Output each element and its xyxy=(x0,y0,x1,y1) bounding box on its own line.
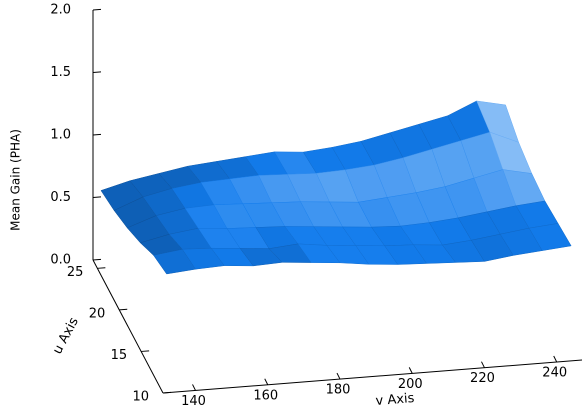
v-tick-label: 180 xyxy=(326,383,351,398)
u-axis xyxy=(92,259,164,394)
surface-cell xyxy=(528,223,572,251)
v-tick-label: 240 xyxy=(542,365,567,380)
v-tick xyxy=(408,367,413,374)
v-tick xyxy=(481,361,485,368)
z-axis-title: Mean Gain (PHA) xyxy=(9,129,23,231)
v-tick-label: 200 xyxy=(398,377,423,392)
v-tick xyxy=(264,378,269,385)
u-tick-label: 15 xyxy=(111,348,128,363)
u-tick xyxy=(97,267,106,269)
z-tick-label: 0.5 xyxy=(50,190,71,205)
z-tick xyxy=(92,71,102,73)
z-tick-label: 1.5 xyxy=(50,65,71,80)
v-tick-label: 140 xyxy=(181,394,206,409)
v-axis-title: v Axis xyxy=(375,391,415,409)
z-tick xyxy=(92,258,102,261)
u-tick-label: 20 xyxy=(89,306,106,321)
v-tick xyxy=(192,384,196,391)
u-tick xyxy=(119,308,128,311)
v-tick-label: 220 xyxy=(470,371,495,386)
z-tick xyxy=(92,133,102,136)
z-tick xyxy=(92,196,102,198)
u-tick-label: 25 xyxy=(67,265,84,280)
v-axis xyxy=(162,359,583,394)
z-tick xyxy=(92,8,102,11)
z-tick-label: 0.0 xyxy=(50,253,71,268)
u-tick xyxy=(141,350,150,352)
z-tick-label: 2.0 xyxy=(50,3,71,18)
v-tick xyxy=(553,355,558,363)
v-tick-label: 160 xyxy=(253,388,278,403)
z-tick-label: 1.0 xyxy=(50,128,71,143)
u-axis-title: u Axis xyxy=(50,315,82,357)
u-tick xyxy=(162,391,172,394)
u-tick-label: 10 xyxy=(132,390,149,405)
v-tick xyxy=(336,372,341,380)
